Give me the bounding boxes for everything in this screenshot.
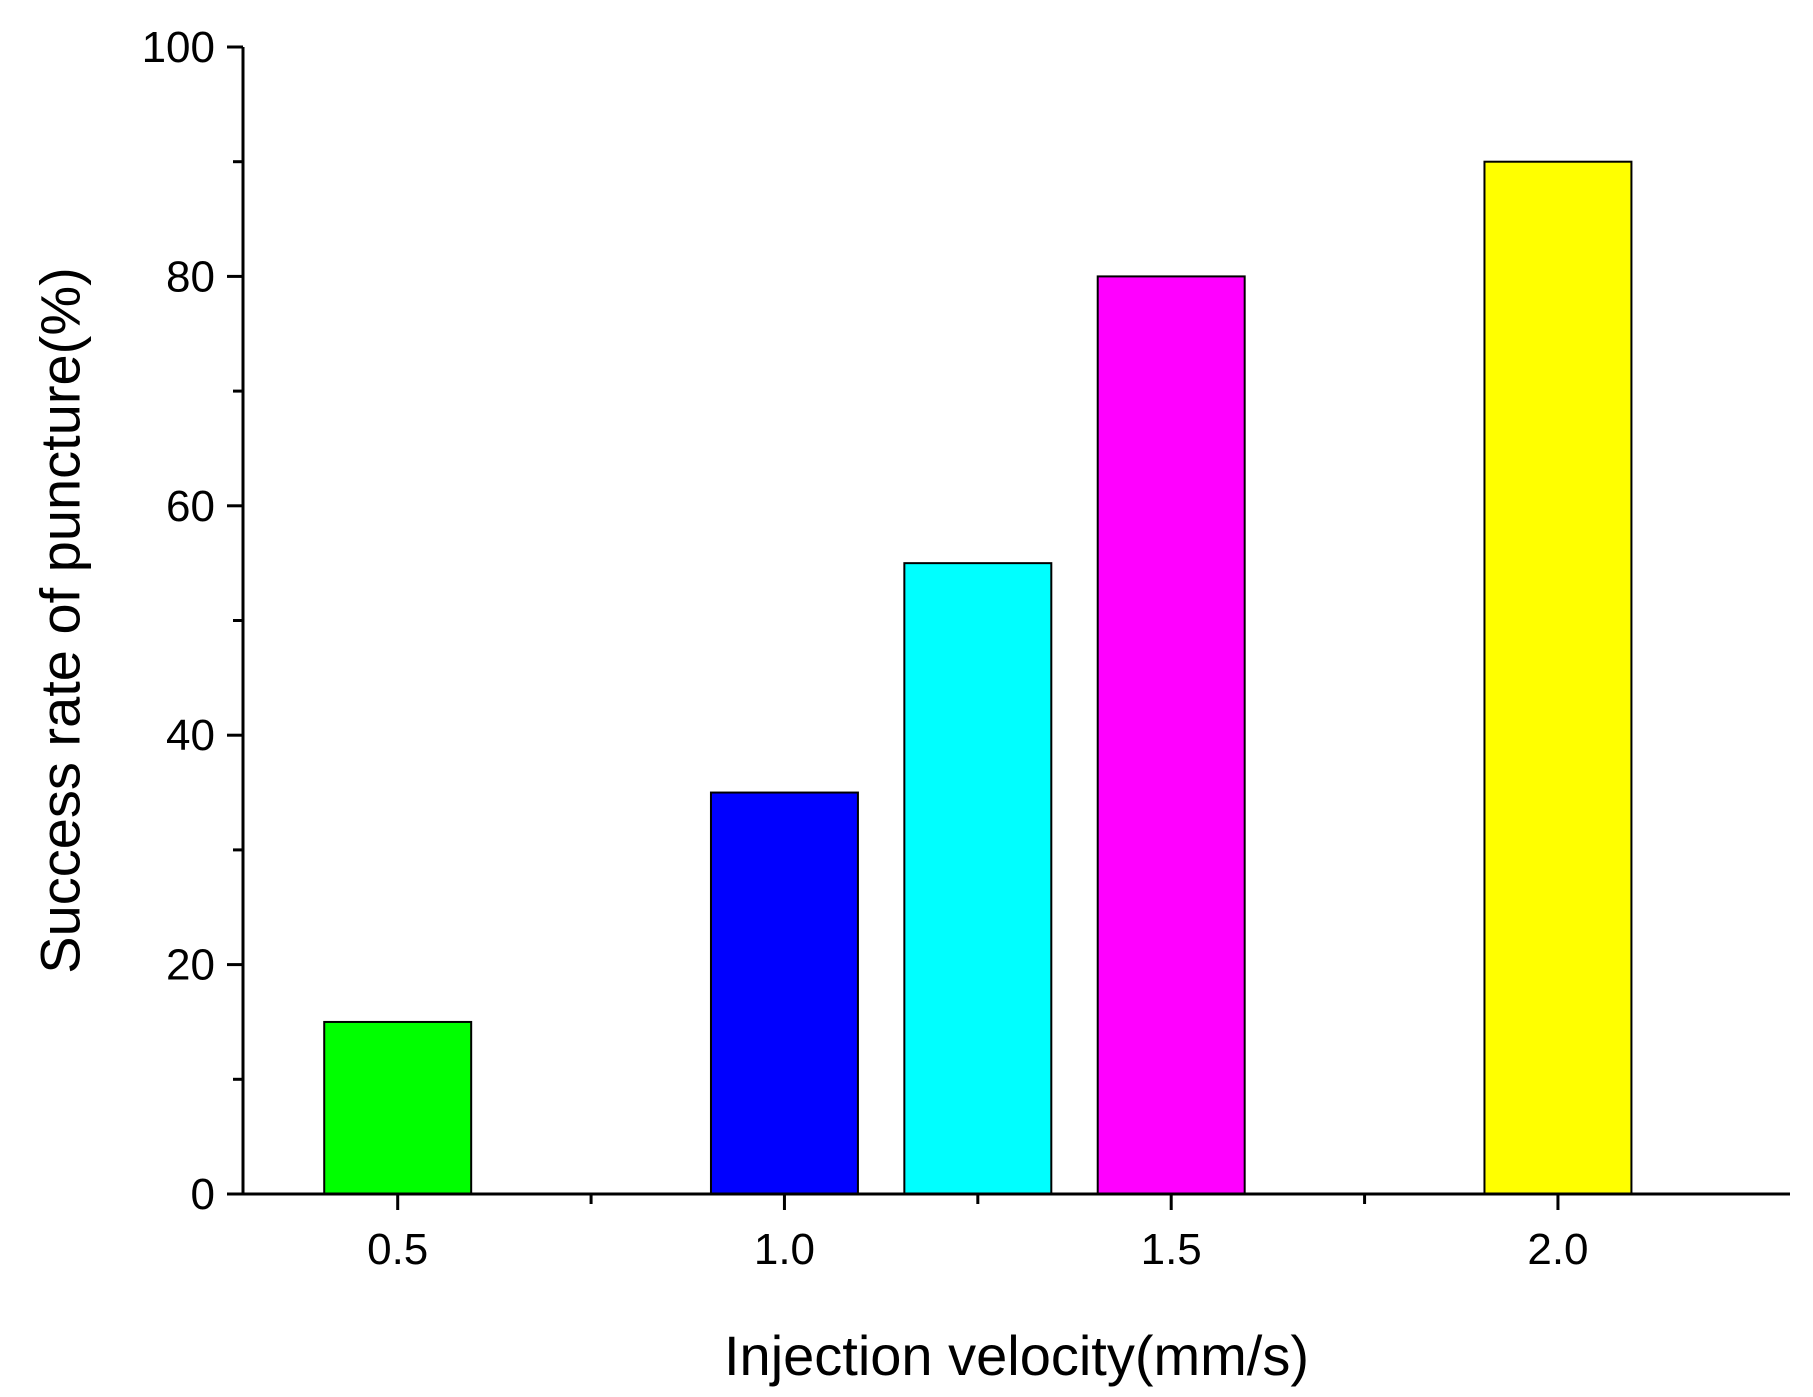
y-tick-label-0: 0 — [191, 1170, 215, 1219]
y-tick-label-10: 100 — [142, 23, 215, 72]
bar-4 — [1483, 160, 1633, 1196]
y-axis-ticks: 0 20 40 60 80 100 — [142, 23, 243, 1219]
bar-3 — [1096, 275, 1246, 1195]
y-tick-label-4: 40 — [166, 711, 215, 760]
bar-0 — [323, 1020, 473, 1196]
x-axis-ticks: 0.5 1.0 1.5 2.0 — [367, 1194, 1589, 1274]
y-tick-label-6: 60 — [166, 482, 215, 531]
bars-layer — [323, 160, 1633, 1196]
y-tick-label-8: 80 — [166, 252, 215, 301]
bar-2 — [903, 562, 1053, 1195]
x-axis-title: Injection velocity(mm/s) — [724, 1324, 1309, 1387]
bar-1 — [709, 791, 859, 1195]
x-tick-label-2: 1.0 — [754, 1225, 815, 1274]
x-tick-label-0: 0.5 — [367, 1225, 428, 1274]
y-axis-title: Success rate of puncture(%) — [29, 267, 92, 974]
y-tick-label-2: 20 — [166, 941, 215, 990]
x-tick-label-4: 1.5 — [1141, 1225, 1202, 1274]
x-tick-label-6: 2.0 — [1527, 1225, 1588, 1274]
